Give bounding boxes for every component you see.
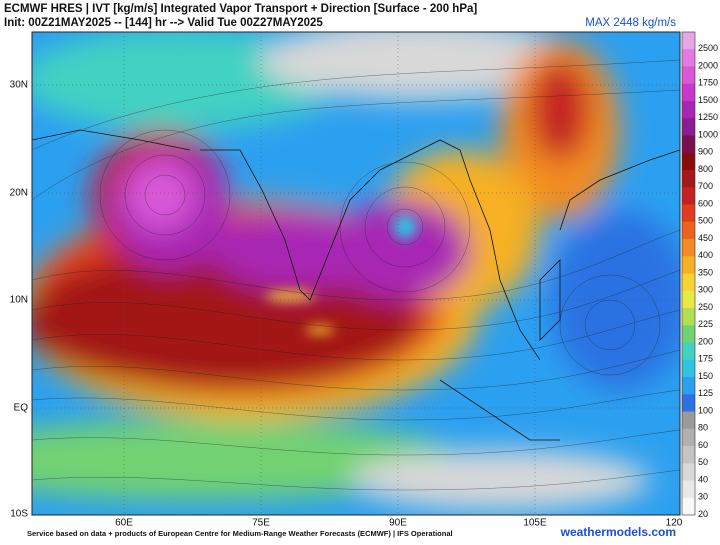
lon-label: 75E: [252, 518, 270, 529]
colorbar-cell: [682, 204, 695, 223]
colorbar-label: 150: [698, 371, 713, 381]
colorbar-label: 175: [698, 354, 713, 364]
colorbar-cell: [682, 221, 695, 240]
colorbar-cell: [682, 66, 695, 85]
colorbar-cell: [682, 152, 695, 171]
colorbar-label: 60: [698, 440, 708, 450]
colorbar-label: 20: [698, 509, 708, 519]
max-label: MAX 2448 kg/m/s: [585, 17, 676, 29]
colorbar-cell: [682, 497, 695, 516]
colorbar-label: 1000: [698, 129, 718, 139]
colorbar-label: 40: [698, 474, 708, 484]
colorbar-label: 600: [698, 198, 713, 208]
colorbar-cell: [682, 342, 695, 361]
colorbar-cell: [682, 463, 695, 481]
colorbar-frame: [681, 31, 696, 516]
lon-label: 60E: [115, 518, 133, 529]
colorbar-label: 30: [698, 492, 708, 502]
colorbar-label: 80: [698, 423, 708, 433]
lat-label: EQ: [14, 403, 29, 414]
colorbar-label: 125: [698, 388, 713, 398]
colorbar-cell: [682, 359, 695, 378]
colorbar-cell: [682, 290, 695, 309]
subtitle: Init: 00Z21MAY2025 -- [144] hr --> Valid…: [4, 17, 323, 29]
lat-label: 10S: [10, 509, 28, 520]
colorbar-cell: [682, 135, 695, 154]
colorbar-cell: [682, 32, 695, 50]
map-frame: [31, 31, 681, 516]
colorbar-label: 225: [698, 319, 713, 329]
colorbar-label: 500: [698, 216, 713, 226]
colorbar-label: 100: [698, 405, 713, 415]
colorbar-label: 700: [698, 181, 713, 191]
colorbar-cell: [682, 428, 695, 447]
lat-label: 30N: [10, 80, 28, 91]
colorbar-label: 250: [698, 302, 713, 312]
colorbar-cell: [682, 377, 695, 395]
colorbar-label: 1750: [698, 78, 718, 88]
colorbar-cell: [682, 411, 695, 430]
colorbar-label: 400: [698, 250, 713, 260]
colorbar-cell: [682, 49, 695, 67]
lon-label: 120: [666, 518, 683, 529]
colorbar-cell: [682, 325, 695, 343]
colorbar-label: 1500: [698, 95, 718, 105]
lat-labels: 30N 20N 10N EQ 10S: [10, 80, 29, 520]
colorbar: 2500 2000 1750 1500 1250 1000 900 800 700 600 500 4…: [681, 31, 718, 519]
colorbar-cell: [682, 446, 695, 464]
colorbar-cell: [682, 118, 695, 136]
colorbar-cell: [682, 101, 695, 119]
title: ECMWF HRES | IVT [kg/m/s] Integrated Vap…: [4, 3, 477, 15]
colorbar-label: 800: [698, 164, 713, 174]
site: weathermodels.com: [560, 525, 676, 539]
colorbar-label: 300: [698, 285, 713, 295]
colorbar-label: 2000: [698, 60, 718, 70]
colorbar-cell: [682, 170, 695, 188]
colorbar-cell: [682, 273, 695, 292]
colorbar-cell: [682, 394, 695, 412]
lat-label: 10N: [10, 295, 28, 306]
colorbar-label: 900: [698, 147, 713, 157]
lon-label: 90E: [389, 518, 407, 529]
colorbar-cell: [682, 256, 695, 274]
colorbar-label: 200: [698, 336, 713, 346]
colorbar-label: 1250: [698, 112, 718, 122]
colorbar-cell: [682, 308, 695, 326]
lon-labels: 60E 75E 90E 105E 120: [115, 518, 683, 529]
colorbar-label: 450: [698, 233, 713, 243]
colorbar-label: 50: [698, 457, 708, 467]
colorbar-cell: [682, 187, 695, 205]
map-field: [32, 32, 680, 515]
colorbar-label: 2500: [698, 43, 718, 53]
colorbar-cell: [682, 83, 695, 102]
colorbar-cell: [682, 239, 695, 257]
lat-label: 20N: [10, 188, 28, 199]
colorbar-label: 350: [698, 267, 713, 277]
colorbar-cell: [682, 480, 695, 499]
credit: Service based on data + products of Euro…: [27, 529, 453, 538]
lon-label: 105E: [523, 518, 547, 529]
